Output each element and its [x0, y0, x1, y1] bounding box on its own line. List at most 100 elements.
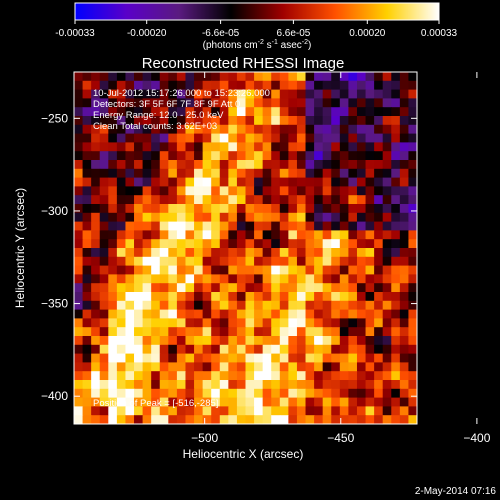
heatmap-cell	[262, 397, 272, 407]
heatmap-cell	[194, 80, 204, 91]
heatmap-cell	[408, 72, 417, 82]
heatmap-cell	[271, 80, 281, 91]
heatmap-cell	[194, 265, 204, 275]
heatmap-cell	[356, 274, 367, 284]
heatmap-cell	[202, 415, 212, 424]
heatmap-cell	[176, 388, 187, 399]
heatmap-cell	[194, 204, 204, 214]
heatmap-cell	[365, 256, 375, 267]
heatmap-cell	[125, 362, 135, 372]
heatmap-cell	[382, 265, 392, 275]
heatmap-cell	[211, 186, 221, 196]
heatmap-cell	[339, 221, 349, 231]
heatmap-cell	[245, 327, 255, 337]
heatmap-cell	[159, 142, 169, 152]
heatmap-cell	[348, 353, 358, 363]
heatmap-cell	[91, 89, 101, 99]
heatmap-cell	[382, 186, 392, 196]
heatmap-cell	[382, 327, 392, 337]
heatmap-cell	[194, 371, 204, 381]
heatmap-cell	[194, 230, 204, 240]
heatmap-cell	[296, 168, 307, 179]
heatmap-cell	[399, 362, 410, 372]
heatmap-cell	[151, 380, 161, 390]
heatmap-cell	[322, 318, 332, 328]
heatmap-cell	[408, 344, 417, 355]
heatmap-cell	[168, 107, 178, 117]
heatmap-cell	[125, 195, 135, 205]
heatmap-cell	[82, 195, 92, 205]
annotation-time: 10-Jul-2012 15:17:26.000 to 15:23:26.000	[93, 88, 270, 99]
heatmap-cell	[116, 406, 127, 416]
heatmap-cell	[91, 160, 101, 170]
heatmap-cell	[365, 160, 375, 170]
heatmap-cell	[305, 380, 315, 390]
heatmap-cell	[288, 168, 298, 179]
annotation-detectors: Detectors: 3F 5F 6F 7F 8F 9F Att 0	[93, 99, 240, 110]
heatmap-cell	[159, 344, 169, 355]
heatmap-cell	[151, 89, 161, 99]
heatmap-cell	[348, 256, 358, 267]
heatmap-cell	[322, 142, 332, 152]
heatmap-cell	[356, 371, 367, 381]
heatmap-cell	[99, 336, 109, 346]
heatmap-cell	[236, 221, 247, 231]
heatmap-cell	[305, 107, 315, 117]
heatmap-cell	[408, 265, 417, 275]
heatmap-cell	[228, 107, 238, 117]
heatmap-cell	[356, 204, 367, 214]
heatmap-cell	[202, 239, 212, 249]
heatmap-cell	[194, 160, 204, 170]
heatmap-cell	[399, 388, 410, 399]
heatmap-cell	[314, 353, 324, 363]
heatmap-cell	[185, 283, 195, 293]
heatmap-cell	[219, 124, 229, 135]
heatmap-cell	[279, 80, 289, 91]
heatmap-cell	[211, 353, 221, 363]
heatmap-cell	[391, 116, 401, 126]
heatmap-cell	[82, 107, 92, 117]
heatmap-cell	[382, 239, 392, 249]
heatmap-cell	[365, 230, 375, 240]
heatmap-cell	[99, 265, 109, 275]
heatmap-cell	[399, 397, 410, 407]
heatmap-cell	[254, 195, 264, 205]
heatmap-cell	[142, 204, 152, 214]
heatmap-cell	[391, 124, 401, 135]
heatmap-cell	[356, 107, 367, 117]
heatmap-cell	[151, 116, 161, 126]
heatmap-cell	[262, 239, 272, 249]
heatmap-cell	[279, 221, 289, 231]
heatmap-cell	[314, 107, 324, 117]
heatmap-cell	[262, 116, 272, 126]
heatmap-cell	[91, 133, 101, 143]
heatmap-cell	[134, 362, 144, 372]
heatmap-cell	[288, 72, 298, 82]
heatmap-cell	[108, 397, 118, 407]
heatmap-cell	[116, 371, 127, 381]
heatmap-cell	[142, 124, 152, 135]
heatmap-cell	[159, 256, 169, 267]
heatmap-cell	[254, 151, 264, 161]
heatmap-cell	[356, 388, 367, 399]
heatmap-cell	[74, 353, 84, 363]
heatmap-cell	[142, 371, 152, 381]
heatmap-cell	[202, 256, 212, 267]
heatmap-cell	[356, 256, 367, 267]
heatmap-cell	[408, 239, 417, 249]
heatmap-cell	[185, 80, 195, 91]
heatmap-cell	[339, 274, 349, 284]
heatmap-cell	[82, 177, 92, 187]
heatmap-cell	[151, 107, 161, 117]
heatmap-cell	[339, 283, 349, 293]
heatmap-cell	[254, 388, 264, 399]
heatmap-cell	[168, 371, 178, 381]
heatmap-cell	[374, 168, 384, 179]
heatmap-cell	[99, 160, 109, 170]
heatmap-cell	[125, 116, 135, 126]
heatmap-cell	[108, 212, 118, 223]
heatmap-cell	[356, 212, 367, 223]
heatmap-cell	[91, 274, 101, 284]
heatmap-cell	[168, 151, 178, 161]
heatmap-cell	[382, 107, 392, 117]
